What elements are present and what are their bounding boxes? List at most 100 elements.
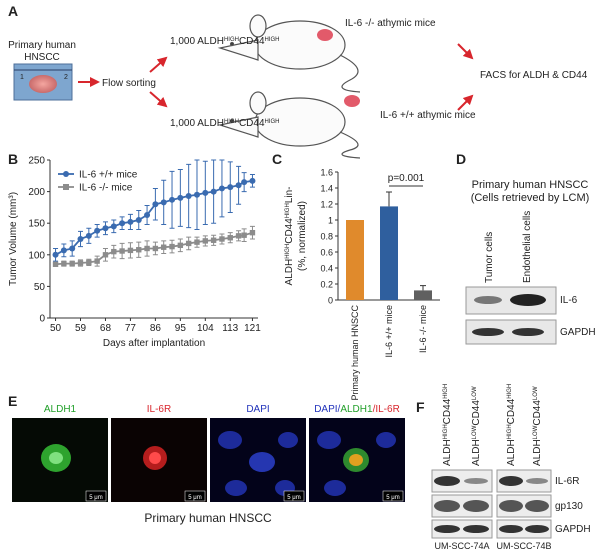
tumor xyxy=(29,75,57,93)
lane-label-part: ALDH xyxy=(506,439,517,466)
y-axis-label-part: HIGH xyxy=(285,244,291,259)
marker xyxy=(136,247,142,253)
scale-bar-label: 5 μm xyxy=(386,495,399,501)
cell-population-label-part: HIGH xyxy=(265,37,280,43)
marker xyxy=(60,247,67,254)
mice-label: IL-6 +/+ athymic mice xyxy=(380,110,476,121)
marker xyxy=(210,188,217,195)
arrow xyxy=(149,56,168,73)
lane-label: Endothelial cells xyxy=(522,211,533,283)
lane-label-part: CD44 xyxy=(471,400,482,426)
marker xyxy=(152,245,159,252)
micrograph xyxy=(12,418,108,502)
y-tick-label: 0.6 xyxy=(320,248,333,258)
arrow xyxy=(457,43,474,60)
y-tick-label: 0.8 xyxy=(320,232,333,242)
annotation: p=0.001 xyxy=(388,173,425,184)
marker xyxy=(169,243,175,250)
row-label: GAPDH xyxy=(560,327,596,338)
marker xyxy=(94,227,101,234)
y-tick-label: 1.6 xyxy=(320,168,333,178)
y-tick-label: 0.2 xyxy=(320,280,333,290)
marker xyxy=(249,177,256,184)
marker xyxy=(177,242,184,249)
bar xyxy=(380,206,398,300)
y-tick-label: 1 xyxy=(328,216,333,226)
legend-label: IL-6 -/- mice xyxy=(79,183,133,194)
lane-label-part: HIGH xyxy=(443,384,449,399)
marker xyxy=(111,248,117,255)
legend-marker xyxy=(63,171,69,177)
marker xyxy=(193,191,200,198)
panel-label: D xyxy=(456,151,466,167)
marker xyxy=(69,245,76,252)
marker xyxy=(235,182,242,189)
lane-label: ALDHLOWCD44LOW xyxy=(532,386,543,466)
lane-label-part: LOW xyxy=(472,425,478,439)
marker xyxy=(127,247,134,254)
x-tick-label: 104 xyxy=(197,323,214,334)
blot-subtitle: (Cells retrieved by LCM) xyxy=(471,192,590,204)
x-tick-label: IL-6 +/+ mice xyxy=(384,305,394,358)
ruler-tick: 1 xyxy=(20,74,24,81)
lane-label-part: LOW xyxy=(472,386,478,400)
x-tick-label: 113 xyxy=(222,323,238,334)
lane-label: Tumor cells xyxy=(484,232,495,283)
mouse xyxy=(217,14,361,93)
blot-title: Primary human HNSCC xyxy=(472,179,589,191)
caption: Primary human HNSCC xyxy=(144,511,272,525)
marker xyxy=(127,218,134,225)
marker xyxy=(218,185,225,192)
y-tick-label: 1.4 xyxy=(320,184,333,194)
cell-population-label-part: CD44 xyxy=(239,118,265,129)
cell-population-label: 1,000 ALDHHIGHCD44HIGH xyxy=(170,118,280,129)
marker xyxy=(210,237,217,243)
y-axis-label-part: HIGH xyxy=(285,203,291,218)
marker xyxy=(249,229,256,236)
bar xyxy=(346,220,364,300)
channel-label: IL-6R xyxy=(147,404,171,415)
marker xyxy=(241,179,248,186)
channel-label: ALDH1 xyxy=(44,404,77,415)
y-tick-label: 1.2 xyxy=(320,200,333,210)
y-tick-label: 200 xyxy=(28,187,45,198)
marker xyxy=(152,201,159,208)
x-tick-label: 68 xyxy=(100,323,112,334)
scale-bar-label: 5 μm xyxy=(287,495,300,501)
x-tick-label: 95 xyxy=(175,323,187,334)
cell-population-label-part: HIGH xyxy=(265,119,280,125)
lane-label-part: LOW xyxy=(533,386,539,400)
x-tick-label: 121 xyxy=(244,323,261,334)
mouse xyxy=(217,91,361,159)
marker xyxy=(144,245,150,252)
panel-label: B xyxy=(8,151,18,167)
marker xyxy=(52,261,59,267)
lane-label-part: ALDH xyxy=(442,439,453,466)
marker xyxy=(77,260,84,266)
cell-population-label-part: 1,000 ALDH xyxy=(170,36,224,47)
panel-label: F xyxy=(416,399,425,415)
scale-bar-label: 5 μm xyxy=(89,495,102,501)
cell-population-label-part: CD44 xyxy=(239,36,265,47)
marker xyxy=(219,236,225,242)
marker xyxy=(144,211,151,218)
cell-population-label-part: HIGH xyxy=(224,37,239,43)
cell-population-label-part: HIGH xyxy=(224,119,239,125)
marker xyxy=(119,220,126,227)
y-tick-label: 250 xyxy=(28,156,45,167)
y-axis-label-part: Lin- xyxy=(284,187,295,204)
y-tick-label: 150 xyxy=(28,219,45,230)
marker xyxy=(169,196,176,203)
marker xyxy=(119,248,125,254)
panel-label: E xyxy=(8,393,17,409)
band xyxy=(512,328,544,336)
marker xyxy=(135,217,142,224)
marker xyxy=(110,223,117,230)
row-label: IL-6 xyxy=(560,295,578,306)
y-axis-label: (%, normalized) xyxy=(297,201,308,271)
channel-label-part: DAPI/ xyxy=(314,404,340,415)
readout-label: FACS for ALDH & CD44 xyxy=(480,70,588,81)
x-tick-label: IL-6 -/- mice xyxy=(418,305,428,353)
marker xyxy=(202,189,209,196)
lane-label-part: HIGH xyxy=(507,424,513,439)
